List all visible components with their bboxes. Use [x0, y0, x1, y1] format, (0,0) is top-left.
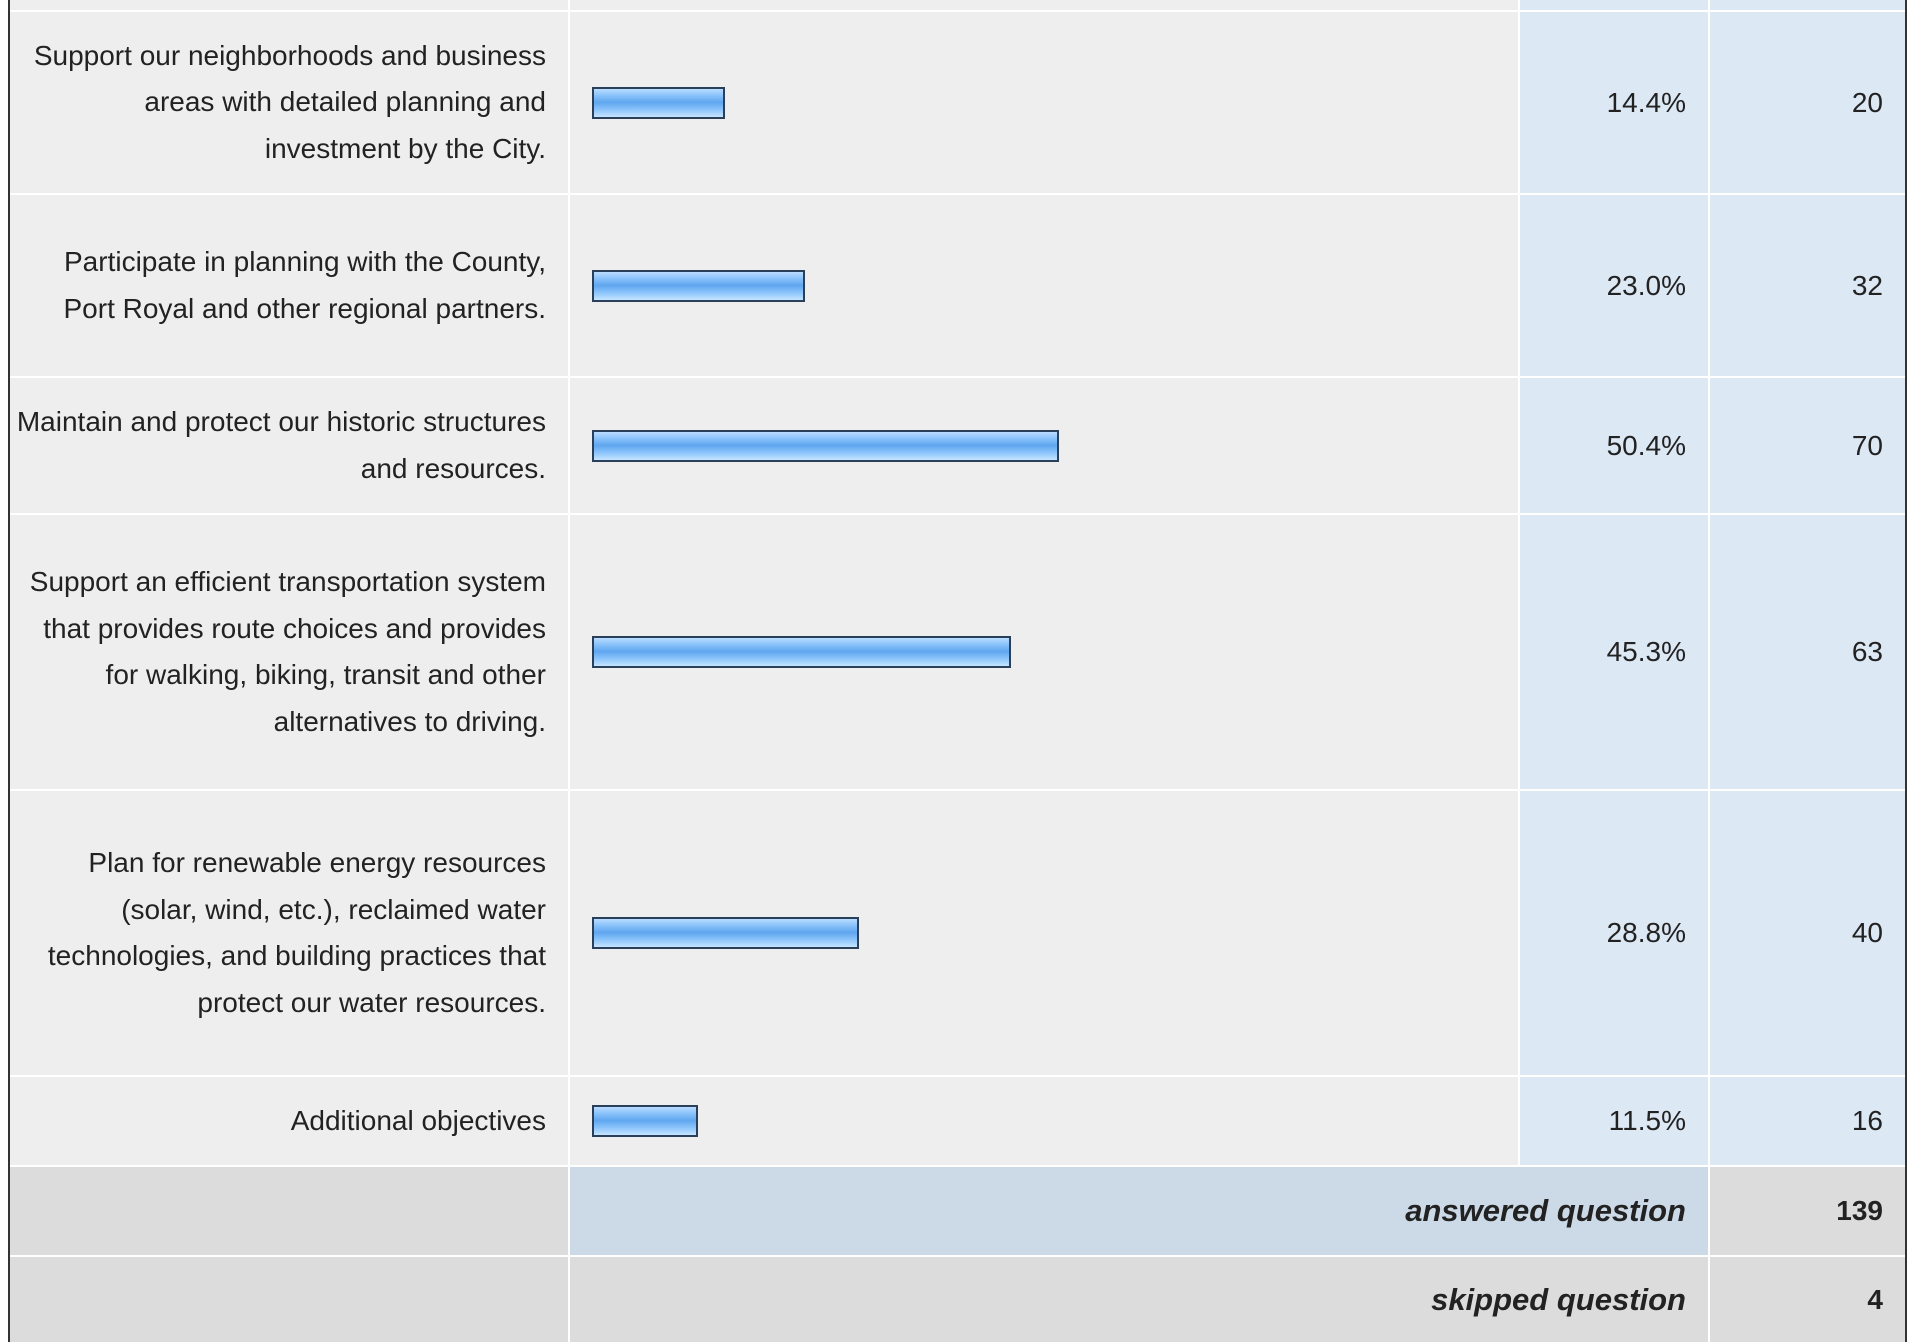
bar-cell — [570, 515, 1518, 789]
top-strip-bar — [570, 0, 1518, 10]
skipped-question-label: skipped question — [570, 1257, 1708, 1342]
response-bar — [592, 636, 1011, 668]
response-count: 40 — [1710, 791, 1905, 1075]
bar-cell — [570, 195, 1518, 376]
answered-row-blank — [10, 1167, 568, 1255]
response-count: 32 — [1710, 195, 1905, 376]
response-bar — [592, 430, 1059, 462]
answer-option-label: Support our neighborhoods and business a… — [10, 12, 568, 193]
response-count: 16 — [1710, 1077, 1905, 1165]
response-row: Maintain and protect our historic struct… — [10, 378, 1905, 513]
left-border — [8, 0, 10, 1342]
response-row: Support our neighborhoods and business a… — [10, 12, 1905, 193]
bar-cell — [570, 1077, 1518, 1165]
response-percent: 11.5% — [1520, 1077, 1708, 1165]
skipped-question-value: 4 — [1710, 1257, 1905, 1342]
response-percent: 45.3% — [1520, 515, 1708, 789]
response-bar — [592, 270, 805, 302]
response-row: Support an efficient transportation syst… — [10, 515, 1905, 789]
bar-cell — [570, 12, 1518, 193]
answer-option-label: Additional objectives — [10, 1077, 568, 1165]
response-bar — [592, 87, 725, 119]
answered-question-value: 139 — [1710, 1167, 1905, 1255]
skipped-row: skipped question 4 — [10, 1257, 1905, 1342]
response-count: 63 — [1710, 515, 1905, 789]
response-percent: 50.4% — [1520, 378, 1708, 513]
answer-option-label: Participate in planning with the County,… — [10, 195, 568, 376]
top-strip-count — [1710, 0, 1905, 10]
response-bar — [592, 1105, 698, 1137]
answer-option-label: Maintain and protect our historic struct… — [10, 378, 568, 513]
answer-option-label: Plan for renewable energy resources (sol… — [10, 791, 568, 1075]
top-strip-label — [10, 0, 568, 10]
answered-question-label: answered question — [570, 1167, 1708, 1255]
response-row: Participate in planning with the County,… — [10, 195, 1905, 376]
answered-row: answered question 139 — [10, 1167, 1905, 1255]
top-strip-percent — [1520, 0, 1708, 10]
answer-option-label: Support an efficient transportation syst… — [10, 515, 568, 789]
response-percent: 23.0% — [1520, 195, 1708, 376]
bar-cell — [570, 791, 1518, 1075]
response-count: 70 — [1710, 378, 1905, 513]
skipped-row-blank — [10, 1257, 568, 1342]
response-row: Additional objectives 11.5% 16 — [10, 1077, 1905, 1165]
response-percent: 28.8% — [1520, 791, 1708, 1075]
right-border — [1905, 0, 1907, 1342]
response-count: 20 — [1710, 12, 1905, 193]
response-bar — [592, 917, 859, 949]
response-row: Plan for renewable energy resources (sol… — [10, 791, 1905, 1075]
bar-cell — [570, 378, 1518, 513]
response-percent: 14.4% — [1520, 12, 1708, 193]
